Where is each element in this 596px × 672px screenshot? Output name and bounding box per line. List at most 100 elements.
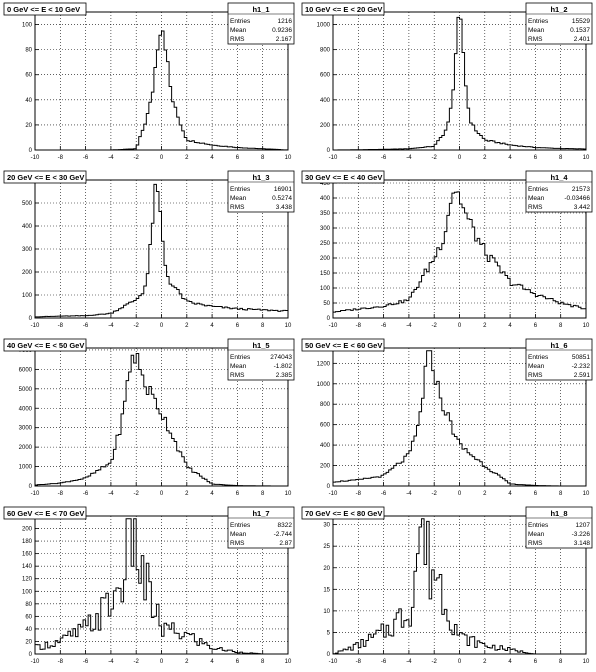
stats-rms-value: 3.442 <box>574 204 591 211</box>
stats-mean-value: -3.226 <box>572 531 591 538</box>
x-tick-label: -10 <box>31 323 40 329</box>
y-tick-label: 0 <box>327 652 331 658</box>
stats-name: h1_5 <box>252 341 269 350</box>
y-tick-label: 400 <box>22 224 33 230</box>
x-tick-label: -10 <box>329 659 338 665</box>
stats-mean-label: Mean <box>528 363 545 370</box>
histogram-series <box>332 518 586 655</box>
stats-name: h1_4 <box>550 173 568 182</box>
stats-mean-value: -0.03466 <box>564 195 590 202</box>
x-tick-label: 8 <box>261 155 265 161</box>
x-tick-label: 10 <box>583 323 590 329</box>
x-tick-label: 10 <box>285 155 292 161</box>
stats-entries-label: Entries <box>230 354 251 361</box>
x-tick-label: 0 <box>458 155 462 161</box>
stats-mean-label: Mean <box>230 27 247 34</box>
x-tick-label: -10 <box>31 491 40 497</box>
stats-mean-value: -1.802 <box>274 363 293 370</box>
y-tick-label: 500 <box>22 201 33 207</box>
x-tick-label: 4 <box>210 155 214 161</box>
x-tick-label: 6 <box>236 659 240 665</box>
x-tick-label: -2 <box>134 155 140 161</box>
stats-entries-label: Entries <box>528 18 549 25</box>
stats-box <box>227 170 295 213</box>
x-tick-label: 8 <box>261 491 265 497</box>
stats-mean-label: Mean <box>230 195 247 202</box>
stats-rms-label: RMS <box>528 540 543 547</box>
x-tick-label: -8 <box>58 323 64 329</box>
x-tick-label: -10 <box>329 491 338 497</box>
stats-entries-label: Entries <box>230 186 251 193</box>
histogram-title: 40 GeV <= E < 50 GeV <box>7 341 84 350</box>
y-tick-label: 200 <box>22 270 33 276</box>
y-tick-label: 300 <box>320 226 331 232</box>
x-tick-label: 4 <box>508 323 512 329</box>
x-tick-label: -8 <box>58 155 64 161</box>
stats-entries-value: 15529 <box>572 18 590 25</box>
stats-entries-value: 8322 <box>278 522 293 529</box>
title-box <box>3 338 87 352</box>
x-tick-label: -6 <box>381 323 387 329</box>
stats-mean-label: Mean <box>528 27 545 34</box>
x-tick-label: 4 <box>508 491 512 497</box>
stats-entries-value: 16901 <box>274 186 292 193</box>
title-box <box>301 338 385 352</box>
x-tick-label: -8 <box>356 155 362 161</box>
x-tick-label: 8 <box>261 659 265 665</box>
x-tick-label: 0 <box>458 659 462 665</box>
y-tick-label: 800 <box>320 48 331 54</box>
stats-mean-value: 0.5274 <box>272 195 292 202</box>
y-tick-label: 600 <box>320 423 331 429</box>
histogram-series <box>34 183 289 318</box>
histogram-pane-2: -10 -8 -6 -4 -2 0 2 4 6 8 10 0 200 400 600 800 1000 10 Ge… <box>300 2 594 164</box>
x-tick-label: -10 <box>329 323 338 329</box>
x-tick-label: -10 <box>31 155 40 161</box>
y-tick-label: 20 <box>323 566 330 572</box>
stats-rms-value: 2.87 <box>279 540 292 547</box>
y-tick-label: 200 <box>320 464 331 470</box>
histogram-series <box>34 518 288 655</box>
y-tick-label: 0 <box>29 148 33 154</box>
x-tick-label: 10 <box>583 659 590 665</box>
y-tick-label: 4000 <box>19 406 33 412</box>
stats-name: h1_1 <box>252 5 269 14</box>
x-tick-label: 6 <box>534 491 538 497</box>
y-tick-label: 100 <box>22 23 33 29</box>
x-tick-label: 2 <box>483 491 487 497</box>
y-tick-label: 120 <box>22 577 33 583</box>
y-tick-label: 50 <box>323 301 330 307</box>
x-tick-label: -10 <box>31 659 40 665</box>
stats-rms-value: 2.385 <box>276 372 293 379</box>
y-tick-label: 400 <box>320 443 331 449</box>
title-box <box>301 506 385 520</box>
x-tick-label: 8 <box>559 659 563 665</box>
stats-entries-label: Entries <box>230 522 251 529</box>
x-tick-label: -6 <box>381 491 387 497</box>
x-tick-label: -6 <box>381 659 387 665</box>
x-tick-label: -4 <box>406 323 412 329</box>
stats-mean-value: -2.232 <box>572 363 591 370</box>
y-tick-label: 600 <box>320 73 331 79</box>
x-tick-label: 4 <box>210 659 214 665</box>
y-tick-label: 2000 <box>19 445 33 451</box>
x-tick-label: 10 <box>583 491 590 497</box>
stats-entries-label: Entries <box>528 354 549 361</box>
x-tick-label: 10 <box>285 659 292 665</box>
stats-rms-value: 2.167 <box>276 36 293 43</box>
title-box <box>3 170 87 184</box>
x-tick-label: 4 <box>508 659 512 665</box>
y-tick-label: 80 <box>25 602 32 608</box>
x-tick-label: 0 <box>458 323 462 329</box>
y-tick-label: 25 <box>323 544 330 550</box>
x-tick-label: -8 <box>356 323 362 329</box>
x-tick-label: 4 <box>210 323 214 329</box>
x-tick-label: 8 <box>559 155 563 161</box>
x-tick-label: 2 <box>483 155 487 161</box>
stats-rms-label: RMS <box>230 204 245 211</box>
y-tick-label: 250 <box>320 241 331 247</box>
title-box <box>301 170 385 184</box>
stats-rms-label: RMS <box>230 36 245 43</box>
y-tick-label: 60 <box>25 614 32 620</box>
